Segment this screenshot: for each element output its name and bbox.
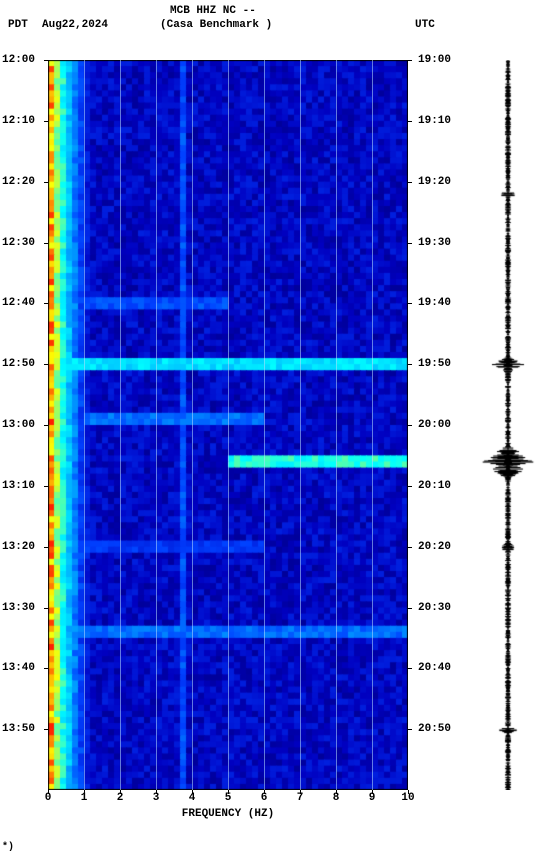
xtick: 7 — [297, 792, 304, 804]
ytick-right: 20:50 — [418, 723, 451, 735]
spectrogram-plot — [48, 60, 408, 790]
ytick-right: 19:30 — [418, 237, 451, 249]
trace-canvas — [478, 60, 538, 790]
ytick-left: 13:40 — [2, 662, 35, 674]
footnote: *) — [2, 842, 14, 853]
ytick-right: 20:40 — [418, 662, 451, 674]
xtick: 6 — [261, 792, 268, 804]
xtick: 1 — [81, 792, 88, 804]
ytick-left: 12:30 — [2, 237, 35, 249]
xtick: 10 — [401, 792, 414, 804]
y-axis-right: 19:0019:1019:2019:3019:4019:5020:0020:10… — [414, 60, 464, 790]
ytick-right: 19:20 — [418, 176, 451, 188]
ytick-right: 19:10 — [418, 115, 451, 127]
ytick-left: 12:20 — [2, 176, 35, 188]
date: Aug22,2024 — [42, 19, 108, 31]
xtick: 4 — [189, 792, 196, 804]
station: MCB HHZ NC -- — [170, 5, 256, 17]
page: PDT Aug22,2024 MCB HHZ NC -- (Casa Bench… — [0, 0, 552, 864]
ytick-left: 13:10 — [2, 480, 35, 492]
spectrogram-canvas — [48, 60, 408, 790]
xtick: 0 — [45, 792, 52, 804]
ytick-left: 13:20 — [2, 541, 35, 553]
ytick-left: 12:50 — [2, 358, 35, 370]
ytick-left: 12:00 — [2, 54, 35, 66]
xtick: 2 — [117, 792, 124, 804]
ytick-left: 12:10 — [2, 115, 35, 127]
ytick-right: 19:00 — [418, 54, 451, 66]
xtick: 5 — [225, 792, 232, 804]
xtick: 3 — [153, 792, 160, 804]
x-axis-label: FREQUENCY (HZ) — [48, 808, 408, 820]
ytick-left: 12:40 — [2, 297, 35, 309]
location: (Casa Benchmark ) — [160, 19, 272, 31]
ytick-left: 13:30 — [2, 602, 35, 614]
ytick-right: 19:40 — [418, 297, 451, 309]
tz-right: UTC — [415, 19, 435, 31]
ytick-left: 13:50 — [2, 723, 35, 735]
seismogram-trace — [478, 60, 538, 790]
y-axis-left: 12:0012:1012:2012:3012:4012:5013:0013:10… — [0, 60, 48, 790]
ytick-right: 20:30 — [418, 602, 451, 614]
ytick-right: 20:00 — [418, 419, 451, 431]
xtick: 9 — [369, 792, 376, 804]
ytick-left: 13:00 — [2, 419, 35, 431]
ytick-right: 20:10 — [418, 480, 451, 492]
ytick-right: 20:20 — [418, 541, 451, 553]
xtick: 8 — [333, 792, 340, 804]
tz-left: PDT — [8, 19, 28, 31]
ytick-right: 19:50 — [418, 358, 451, 370]
